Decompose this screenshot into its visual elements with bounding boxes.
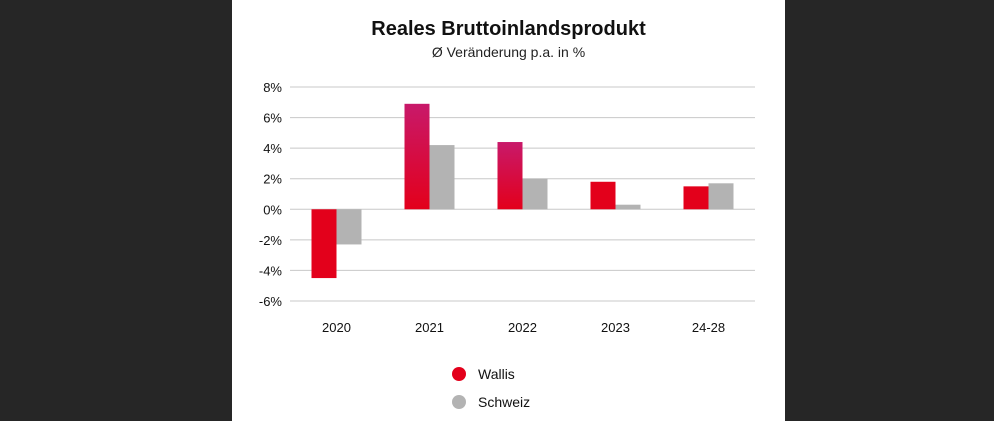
legend-swatch-wallis [452,367,466,381]
bar-schweiz-24-28 [708,183,734,210]
y-tick-label: 8% [263,80,282,95]
bar-schweiz-2023 [615,204,641,210]
y-tick-label: 0% [263,202,282,217]
legend-label-schweiz: Schweiz [478,394,531,410]
x-tick-label: 24-28 [692,320,725,335]
bar-wallis-2021 [404,103,430,210]
x-tick-label: 2021 [415,320,444,335]
chart-panel: Reales Bruttoinlandsprodukt Ø Veränderun… [232,0,785,421]
chart-subtitle: Ø Veränderung p.a. in % [431,44,586,60]
bar-wallis-2023 [590,181,616,210]
bar-schweiz-2021 [429,145,455,210]
legend: Wallis Schweiz [452,360,530,416]
y-tick-label: -6% [259,294,283,309]
legend-label-wallis: Wallis [478,366,515,382]
x-tick-label: 2020 [322,320,351,335]
y-tick-label: 6% [263,111,282,126]
x-tick-label: 2022 [508,320,537,335]
chart-title: Reales Bruttoinlandsprodukt [371,18,646,40]
legend-item-schweiz: Schweiz [452,388,530,416]
bar-wallis-2020 [311,209,337,279]
y-tick-label: -2% [259,233,283,248]
legend-swatch-schweiz [452,395,466,409]
bar-wallis-2022 [497,142,523,210]
bar-schweiz-2022 [522,178,548,210]
bar-wallis-24-28 [683,186,709,210]
x-tick-label: 2023 [601,320,630,335]
bar-chart: 8% 6% 4% 2% 0% -2% -4% -6% 2020 2021 2022 2023 24-28 [259,80,755,335]
bar-schweiz-2020 [336,209,362,245]
y-tick-label: 4% [263,141,282,156]
legend-item-wallis: Wallis [452,360,530,388]
y-tick-label: 2% [263,172,282,187]
y-tick-label: -4% [259,263,283,278]
